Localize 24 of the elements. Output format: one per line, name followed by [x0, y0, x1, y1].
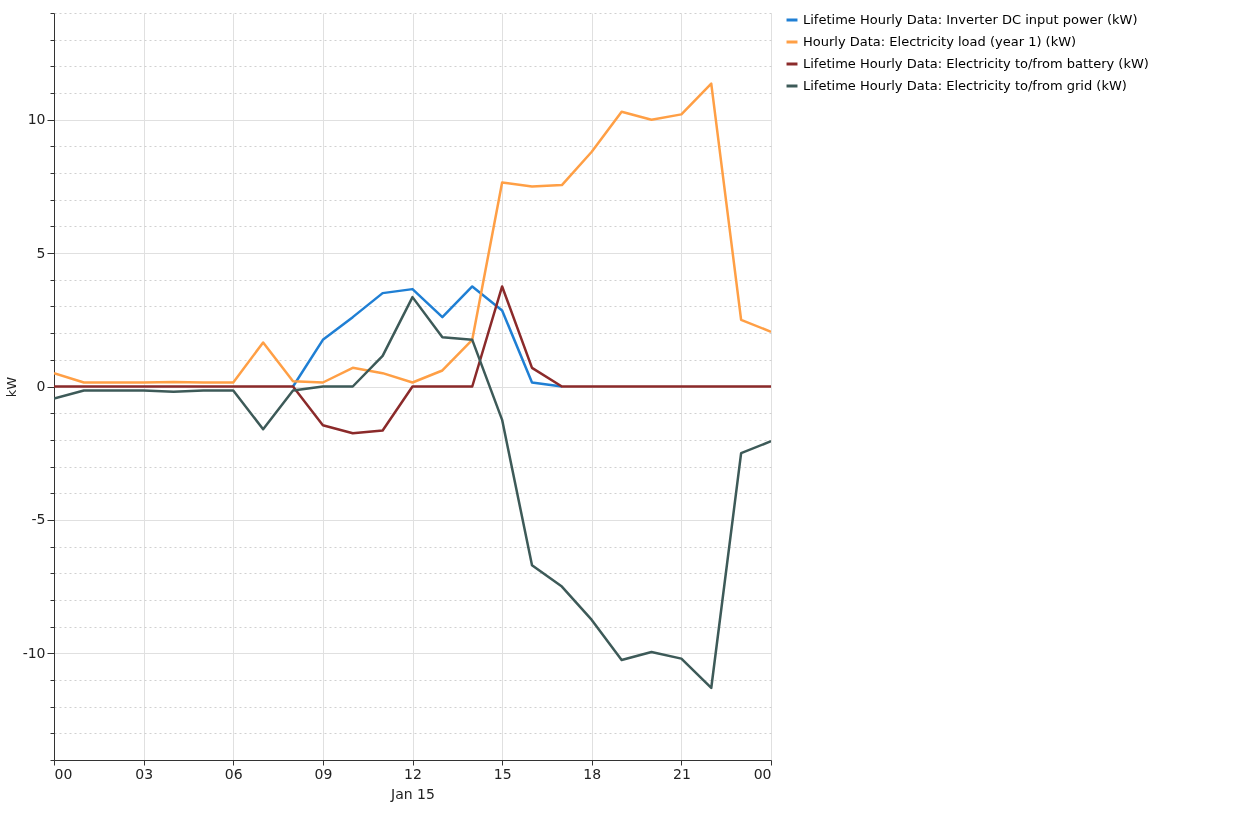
- line-series: [54, 285, 771, 435]
- legend-label: Hourly Data: Electricity load (year 1) (kW): [803, 34, 1077, 49]
- x-tick-label: 09: [314, 765, 333, 782]
- x-tick-label: 00: [54, 765, 73, 782]
- legend-label: Lifetime Hourly Data: Electricity to/from grid (kW): [803, 78, 1127, 93]
- x-tick-label: 18: [583, 765, 602, 782]
- y-axis-title: kW: [3, 376, 19, 398]
- x-tick-label: 03: [135, 765, 154, 782]
- x-axis-title: Jan 15: [390, 785, 435, 802]
- y-tick-label: 0: [36, 378, 46, 394]
- y-tick-label: -5: [31, 511, 46, 528]
- line-series: [54, 295, 771, 690]
- x-tick-label: 21: [672, 765, 691, 782]
- x-tick-label: 00: [753, 765, 772, 782]
- legend-label: Lifetime Hourly Data: Inverter DC input power (kW): [803, 12, 1138, 27]
- x-tick-label: 06: [224, 765, 243, 782]
- legend-label: Lifetime Hourly Data: Electricity to/from battery (kW): [803, 56, 1149, 71]
- line-series: [54, 82, 771, 384]
- x-tick-label: 15: [493, 765, 512, 782]
- y-tick-label: 5: [36, 244, 46, 261]
- line-series: [291, 285, 564, 388]
- x-tick-label: 12: [404, 765, 422, 782]
- y-tick-label: 10: [27, 111, 46, 128]
- y-tick-label: -10: [22, 644, 46, 661]
